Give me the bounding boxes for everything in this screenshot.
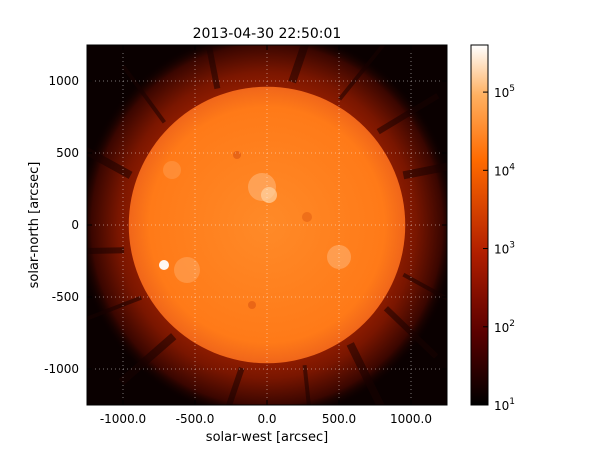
x-axis-ticks: -1000.0 -500.0 0.0 500.0 1000.0 (100, 45, 432, 426)
colorbar-tick-label: 101 (494, 397, 515, 413)
active-region (159, 260, 169, 270)
y-tick-label: 0 (71, 218, 79, 232)
corona-streak (402, 272, 447, 301)
active-region (302, 212, 312, 222)
corona-streak (87, 146, 133, 179)
x-tick-label: -1000.0 (100, 412, 146, 426)
active-region (163, 161, 181, 179)
x-tick-label: 500.0 (322, 412, 356, 426)
colorbar-tick-label: 102 (494, 319, 515, 335)
x-axis-label: solar-west [arcsec] (206, 430, 328, 445)
corona-streak (121, 64, 166, 124)
active-region (261, 187, 277, 203)
y-axis-ticks: 1000 500 0 -500 -1000 (44, 74, 447, 376)
y-tick-label: -500 (52, 290, 79, 304)
y-tick-label: 1000 (48, 74, 79, 88)
active-region (174, 257, 200, 283)
corona-streak (118, 333, 177, 386)
y-axis-label: solar-north [arcsec] (27, 162, 42, 289)
corona-streak (302, 364, 311, 405)
colorbar-ticks: 105 104 103 102 101 (483, 84, 515, 413)
colorbar-tick-label: 105 (494, 84, 515, 100)
corona-streak (87, 247, 125, 254)
colorbar-gradient (470, 44, 489, 406)
solar-disk (128, 86, 406, 364)
active-region (327, 245, 351, 269)
x-tick-label: -500.0 (176, 412, 215, 426)
active-regions (159, 151, 351, 309)
x-tick-label: 1000.0 (390, 412, 432, 426)
corona-streak (346, 342, 385, 405)
active-region (248, 301, 256, 309)
corona-streak (376, 93, 440, 135)
corona-streak (225, 366, 245, 405)
active-region (233, 151, 241, 159)
colorbar-tick-label: 103 (494, 241, 515, 257)
plot-area (87, 45, 447, 405)
x-tick-label: 0.0 (257, 412, 276, 426)
y-tick-label: -1000 (44, 362, 79, 376)
corona-streak (205, 45, 221, 90)
corona-streak (383, 306, 439, 359)
y-tick-label: 500 (56, 146, 79, 160)
corona-streak (288, 45, 310, 84)
colorbar: 105 104 103 102 101 (470, 44, 515, 413)
grid-lines (87, 45, 447, 405)
colorbar-tick-label: 104 (494, 162, 515, 178)
chart-title: 2013-04-30 22:50:01 (193, 26, 342, 42)
corona-streak (338, 45, 385, 101)
corona-streak (402, 162, 447, 180)
corona-streaks (87, 45, 447, 405)
